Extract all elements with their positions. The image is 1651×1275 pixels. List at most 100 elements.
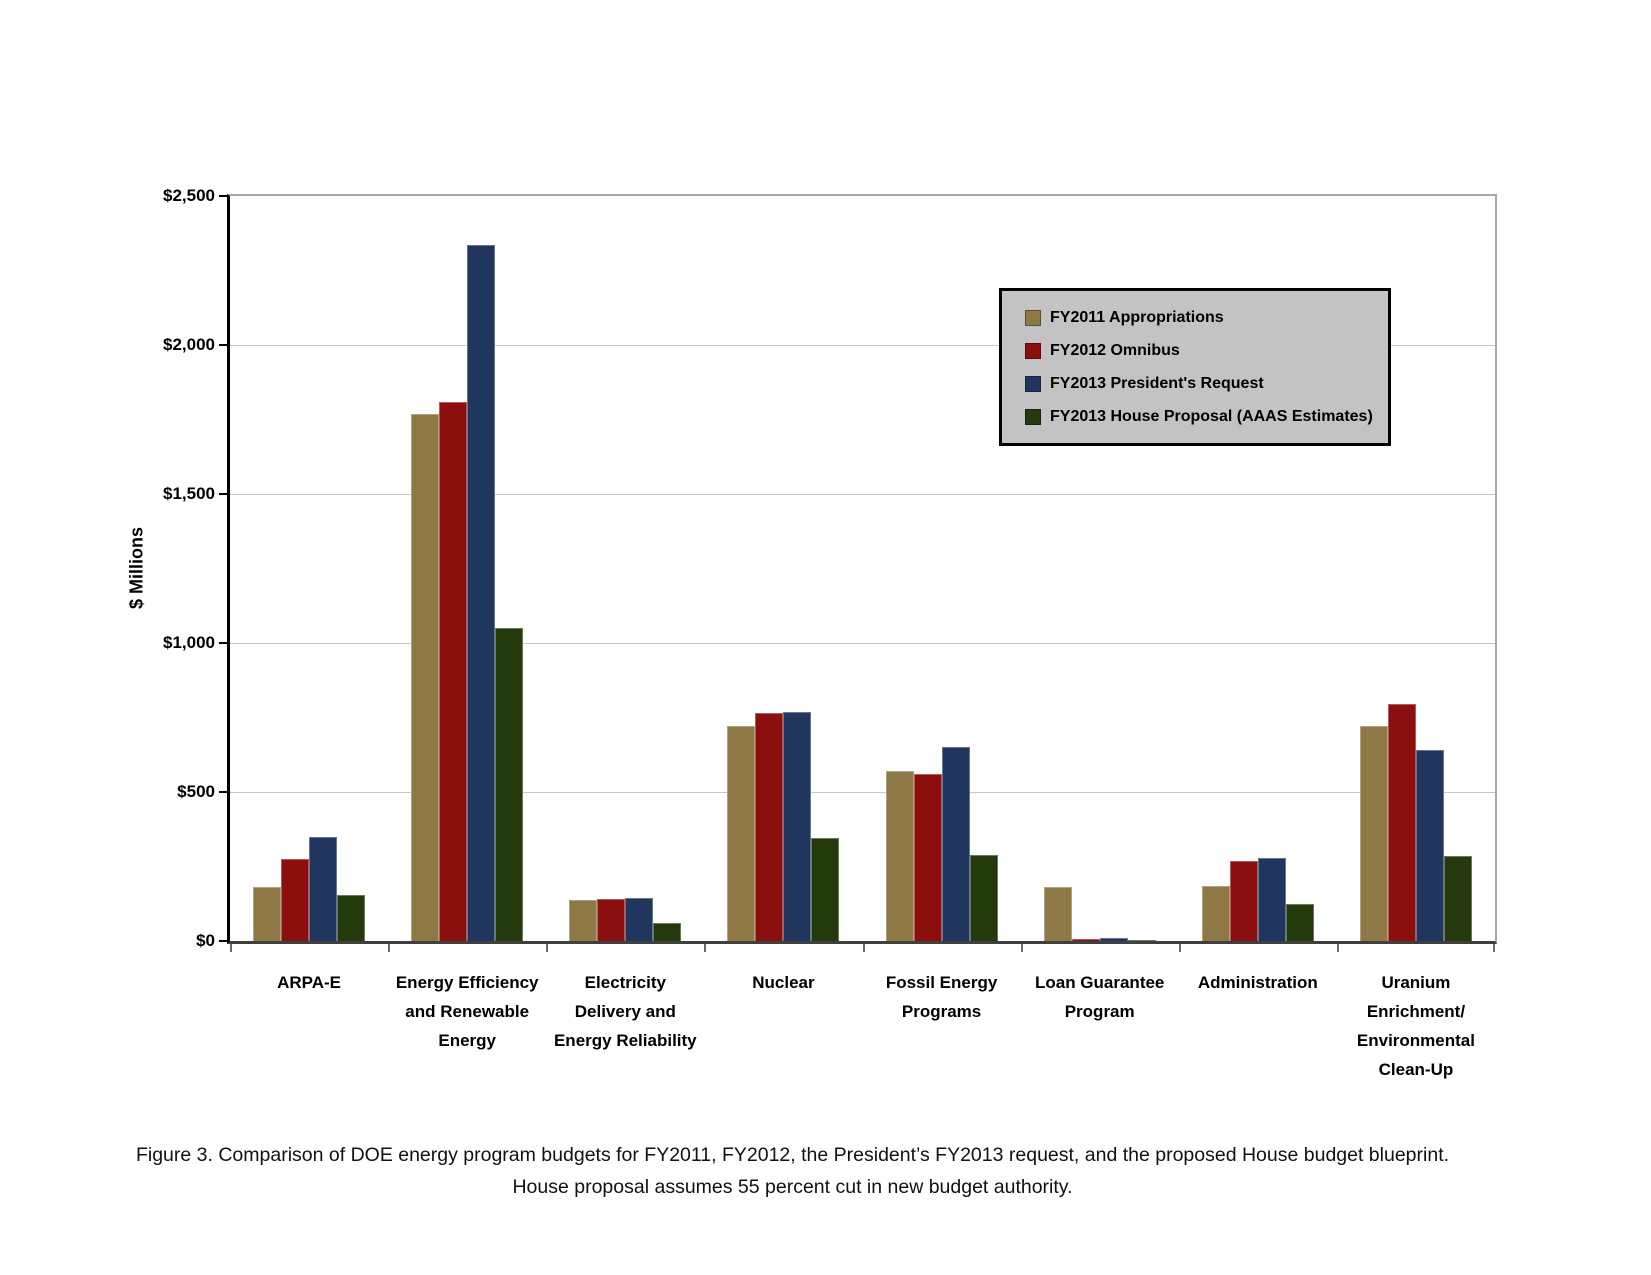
category-label: Administration [1163,968,1353,997]
category-label: Uranium Enrichment/Environmental Clean-Up [1321,968,1511,1084]
y-axis-tick [219,493,227,495]
y-axis-title: $ Millions [126,526,147,610]
category-label-line: Programs [901,1002,982,1021]
bar [1285,904,1314,941]
legend-item: FY2012 Omnibus [1025,334,1378,367]
y-axis-tick-label: $2,500 [163,186,215,205]
bar [1043,887,1072,941]
x-axis-tick [1493,944,1495,952]
figure-caption: Figure 3. Comparison of DOE energy progr… [0,1139,1585,1203]
bar [783,712,812,941]
x-axis-tick [704,944,707,952]
y-axis-tick-label: $1,500 [163,484,215,503]
legend-item: FY2013 House Proposal (AAAS Estimates) [1025,400,1378,433]
x-axis-tick [388,944,391,952]
bar-group [1337,196,1495,941]
bar [653,923,682,941]
bar-group [1179,196,1337,941]
category-label-line: Uranium [1381,973,1451,992]
bar [913,774,942,941]
x-axis-tick [546,944,549,952]
legend-item-label: FY2012 Omnibus [1050,341,1180,359]
bar [1387,704,1416,941]
legend-item: FY2011 Appropriations [1025,301,1378,334]
bar [411,414,440,941]
gridline [230,791,1495,793]
category-label-line: Program [1064,1002,1135,1021]
y-axis-tick [219,791,227,793]
bar-group [388,196,546,941]
bar [309,837,338,941]
bar [253,887,282,941]
legend-color-swatch [1025,375,1041,392]
legend-color-swatch [1025,342,1041,359]
category-label-line: Delivery and [574,1002,676,1021]
x-axis-tick [1178,944,1181,952]
bar-group [1021,196,1179,941]
y-axis-tick [219,642,227,644]
category-label-line: and Renewable [405,1002,530,1021]
x-axis-tick [1020,944,1023,952]
y-axis-tick-label: $2,000 [163,335,215,354]
bar [337,895,366,941]
y-axis-tick [219,195,227,197]
y-axis-tick-label: $1,000 [163,633,215,652]
x-axis-tick [1336,944,1339,952]
legend: FY2011 Appropriations FY2012 Omnibus FY201… [999,288,1391,446]
gridline [230,493,1495,495]
category-label: Fossil Energy Programs [847,968,1037,1026]
bar [439,402,468,941]
bar [281,859,310,941]
category-label-line: Administration [1197,973,1318,992]
bar [1229,861,1258,941]
bar [495,628,524,941]
gridline [230,642,1495,644]
category-label-line: Environmental [1356,1031,1475,1050]
bar [1257,858,1286,941]
bar [755,713,784,941]
category-label-line: Enrichment/ [1366,1002,1466,1021]
bar-group [230,196,388,941]
legend-item-label: FY2011 Appropriations [1050,308,1224,326]
bar [1359,726,1388,941]
bar [1443,856,1472,941]
bar [569,900,598,941]
category-label-line: Energy Reliability [553,1031,697,1050]
bar-group [863,196,1021,941]
bar [885,771,914,941]
y-axis-tick [219,940,227,942]
bar [969,855,998,941]
category-label-line: Energy [438,1031,496,1050]
bar [1071,939,1100,941]
category-label-line: Nuclear [752,973,815,992]
legend-color-swatch [1025,309,1041,326]
category-label: Loan Guarantee Program [1005,968,1195,1026]
gridline [230,344,1495,346]
bar [1415,750,1444,941]
bar-group [546,196,704,941]
bar [941,747,970,941]
x-axis-tick [230,944,232,952]
x-axis-tick [862,944,865,952]
bar [1099,938,1128,941]
bar [727,726,756,941]
category-label: Energy Efficiency and Renewable Energy [372,968,562,1055]
category-label: Electricity Delivery and Energy Reliabilit… [530,968,720,1055]
category-label-line: ARPA-E [277,973,342,992]
bar [811,838,840,941]
bar [1127,940,1156,941]
bar [467,245,496,941]
plot-area: $2,500 $2,000 $1,500 $1,000 $500 $0 ARPA-E Ener… [163,186,1497,1079]
figure-caption-line2: House proposal assumes 55 percent cut in… [512,1176,1073,1198]
figure-caption-line1: Figure 3. Comparison of DOE energy progr… [135,1144,1450,1166]
bar-group [704,196,862,941]
category-label-line: Energy Efficiency [395,973,539,992]
category-label-line: Clean-Up [1378,1060,1454,1079]
category-label: Nuclear [688,968,878,997]
y-axis-tick [219,344,227,346]
bar [597,899,626,941]
bar [1201,886,1230,941]
legend-item-label: FY2013 House Proposal (AAAS Estimates) [1050,407,1373,425]
y-axis-tick-label: $500 [177,782,215,801]
